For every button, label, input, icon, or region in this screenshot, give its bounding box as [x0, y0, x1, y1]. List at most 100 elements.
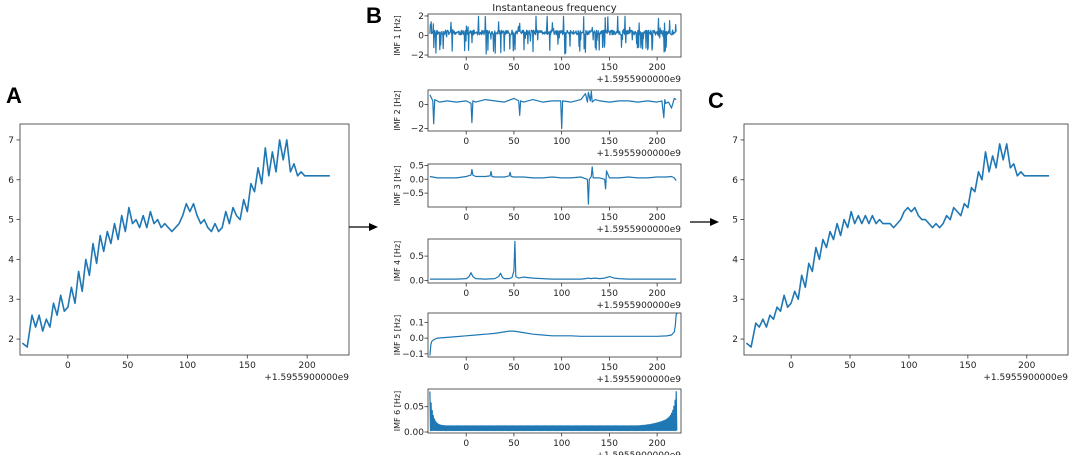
x-tick-label: 200: [299, 361, 316, 371]
y-axis-label: IMF 2 [Hz]: [393, 90, 402, 131]
x-tick-label: 50: [508, 289, 520, 299]
x-tick-label: 150: [601, 63, 618, 73]
x-tick-label: 0: [463, 439, 469, 449]
y-axis-label: IMF 5 [Hz]: [393, 315, 402, 356]
x-tick-label: 0: [65, 361, 71, 371]
x-tick-label: 0: [463, 363, 469, 373]
y-tick-label: 0.00: [404, 428, 424, 438]
y-tick-label: 7: [732, 136, 738, 146]
y-tick-label: 0: [418, 100, 424, 110]
x-tick-label: 0: [463, 137, 469, 147]
chart-imf3: 0 50 100 150 200 0.5 0.0 −0.5 +1.5955900000e9 IMF…: [393, 161, 682, 235]
chart-imf1: 0 50 100 150 200 2 0 −2 +1.5955900000e9 IMF 1 [Hz…: [393, 3, 682, 85]
x-tick-label: 100: [553, 289, 570, 299]
y-axis-label: IMF 6 [Hz]: [393, 391, 402, 432]
x-tick-label: 100: [553, 137, 570, 147]
y-tick-label: 0.0: [410, 277, 425, 287]
x-tick-label: 100: [900, 361, 917, 371]
x-tick-label: 100: [553, 439, 570, 449]
x-tick-label: 0: [463, 63, 469, 73]
y-tick-label: 3: [732, 295, 738, 305]
series-line-imf3-0: [429, 166, 677, 205]
x-offset-label: +1.5955900000e9: [596, 451, 681, 455]
y-axis-label: IMF 1 [Hz]: [393, 15, 402, 56]
x-tick-label: 200: [1018, 361, 1035, 371]
chart-imf2: 0 50 100 150 200 0 −2 +1.5955900000e9 IMF 2 [Hz]: [393, 89, 682, 159]
x-tick-label: 200: [649, 213, 666, 223]
x-tick-label: 200: [649, 63, 666, 73]
x-tick-label: 100: [553, 63, 570, 73]
chart-c-reconstructed-signal: 0 50 100 150 200 2 3 4 5 6 7 +1.5955900000e9: [732, 123, 1069, 383]
x-offset-label: +1.5955900000e9: [596, 225, 681, 235]
series-line-imf6-0: [429, 391, 678, 432]
chart-a-original-signal: 0 50 100 150 200 2 3 4 5 6 7 +1.5955900000e9: [8, 123, 350, 383]
axes-frame-a: [19, 123, 350, 356]
y-tick-label: −2: [411, 51, 424, 61]
y-tick-label: 0.0: [410, 334, 425, 344]
x-tick-label: 100: [553, 363, 570, 373]
arrow-a-to-b: [349, 223, 378, 231]
y-tick-label: 6: [8, 176, 14, 186]
y-tick-label: −0.5: [402, 189, 424, 199]
x-tick-label: 200: [649, 137, 666, 147]
x-offset-label: +1.5955900000e9: [596, 75, 681, 85]
y-axis-label: IMF 3 [Hz]: [393, 165, 402, 206]
x-tick-label: 50: [122, 361, 134, 371]
x-tick-label: 50: [508, 63, 520, 73]
x-offset-label: +1.5955900000e9: [983, 373, 1068, 383]
chart-imf4: 0 50 100 150 200 0.5 0.0 +1.5955900000e9 IMF 4 […: [393, 238, 682, 311]
series-line-c-0: [745, 143, 1050, 348]
x-tick-label: 0: [463, 213, 469, 223]
y-tick-label: 0.05: [404, 403, 424, 413]
chart-imf5: 0 50 100 150 200 0.1 0.0 −0.1 +1.5955900000e9 IMF…: [393, 312, 682, 385]
x-tick-label: 50: [508, 439, 520, 449]
axes-frame-imf6: [427, 388, 682, 434]
chart-imf6: 0 50 100 150 200 0.05 0.00 +1.5955900000e9 IMF 6…: [393, 388, 682, 455]
y-tick-label: 0.1: [410, 318, 424, 328]
y-tick-label: 0.5: [410, 161, 424, 171]
x-offset-label: +1.5955900000e9: [264, 373, 349, 383]
x-tick-label: 50: [844, 361, 856, 371]
y-tick-label: 5: [732, 216, 738, 226]
chart-title: Instantaneous frequency: [492, 3, 617, 14]
series-line-imf2-0: [429, 90, 677, 130]
x-tick-label: 50: [508, 363, 520, 373]
y-tick-label: −0.1: [402, 350, 424, 360]
y-tick-label: 7: [8, 136, 14, 146]
panel-label-a: A: [6, 83, 22, 108]
y-tick-label: 4: [732, 255, 738, 265]
x-offset-label: +1.5955900000e9: [596, 301, 681, 311]
y-tick-label: 2: [732, 335, 738, 345]
y-tick-label: 2: [8, 335, 14, 345]
x-tick-label: 200: [649, 363, 666, 373]
axes-frame-imf4: [427, 238, 682, 284]
axes-frame-imf5: [427, 312, 682, 358]
y-tick-label: 0.0: [410, 175, 425, 185]
x-tick-label: 0: [463, 289, 469, 299]
arrow-b-to-c: [690, 218, 719, 226]
panel-label-b: B: [366, 3, 382, 28]
x-tick-label: 150: [601, 439, 618, 449]
y-tick-label: 3: [8, 295, 14, 305]
axes-frame-c: [743, 123, 1069, 356]
y-tick-label: −2: [411, 125, 424, 135]
x-tick-label: 100: [179, 361, 196, 371]
x-tick-label: 0: [788, 361, 794, 371]
x-tick-label: 200: [649, 439, 666, 449]
series-line-imf1-0: [429, 15, 677, 55]
series-line-a-0: [21, 139, 330, 348]
x-tick-label: 150: [601, 137, 618, 147]
y-tick-label: 2: [418, 12, 424, 22]
x-tick-label: 100: [553, 213, 570, 223]
x-tick-label: 150: [959, 361, 976, 371]
axes-frame-imf3: [427, 163, 682, 208]
x-offset-label: +1.5955900000e9: [596, 149, 681, 159]
x-tick-label: 150: [601, 289, 618, 299]
panel-label-c: C: [708, 88, 724, 113]
y-tick-label: 6: [732, 176, 738, 186]
x-tick-label: 150: [239, 361, 256, 371]
x-tick-label: 200: [649, 289, 666, 299]
x-offset-label: +1.5955900000e9: [596, 375, 681, 385]
x-tick-label: 150: [601, 213, 618, 223]
